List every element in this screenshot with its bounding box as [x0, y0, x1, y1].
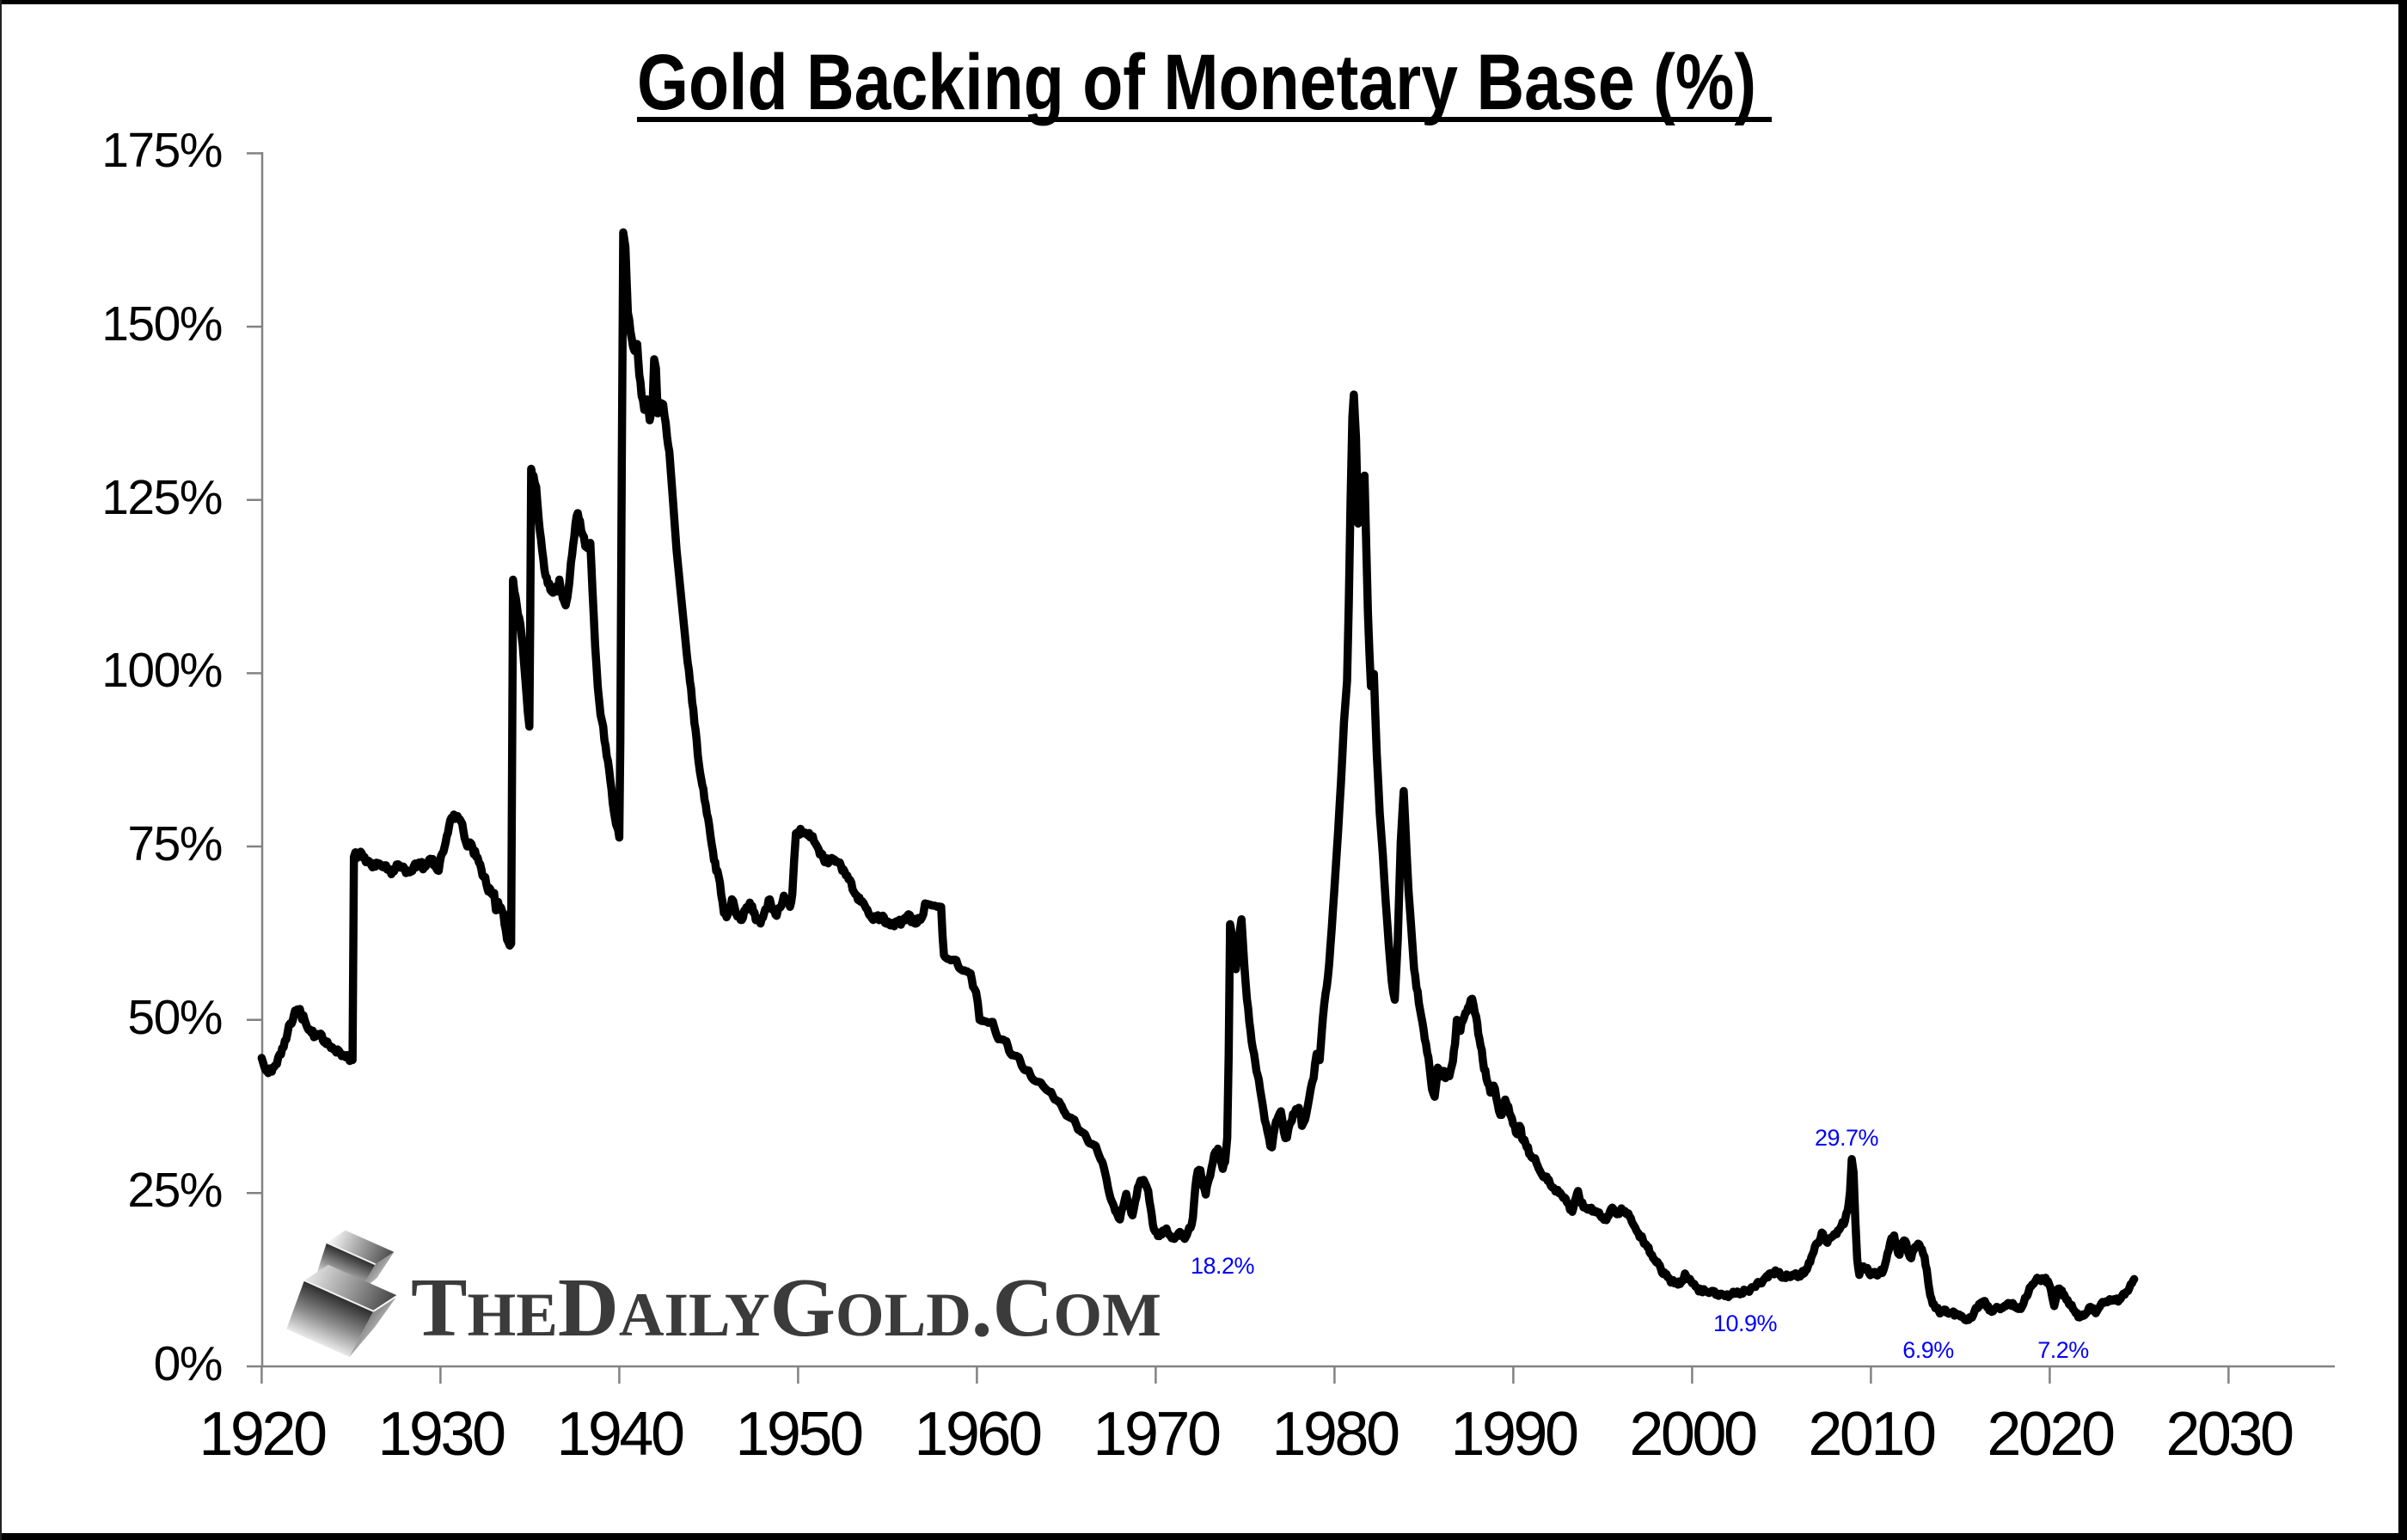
svg-text:1940: 1940 [556, 1400, 683, 1469]
svg-text:150%: 150% [101, 296, 222, 351]
svg-text:1970: 1970 [1093, 1400, 1220, 1469]
svg-text:0%: 0% [154, 1336, 222, 1391]
svg-text:125%: 125% [101, 470, 222, 525]
svg-text:25%: 25% [127, 1163, 222, 1218]
svg-text:50%: 50% [127, 990, 222, 1045]
svg-text:2030: 2030 [2165, 1400, 2293, 1469]
svg-text:1920: 1920 [199, 1400, 326, 1469]
svg-text:THEDAILYGOLD.COM: THEDAILYGOLD.COM [411, 1262, 1161, 1354]
svg-text:1950: 1950 [735, 1400, 862, 1469]
svg-text:175%: 175% [101, 123, 222, 178]
svg-text:1990: 1990 [1450, 1400, 1577, 1469]
svg-text:1980: 1980 [1271, 1400, 1399, 1469]
svg-text:18.2%: 18.2% [1191, 1253, 1255, 1279]
svg-text:100%: 100% [101, 643, 222, 698]
svg-text:7.2%: 7.2% [2037, 1337, 2089, 1363]
svg-text:2010: 2010 [1808, 1400, 1935, 1469]
svg-text:Gold Backing of Monetary Base: Gold Backing of Monetary Base (%) [637, 39, 1756, 126]
svg-text:2020: 2020 [1987, 1400, 2114, 1469]
svg-text:75%: 75% [127, 816, 222, 871]
svg-text:1930: 1930 [377, 1400, 505, 1469]
svg-text:29.7%: 29.7% [1815, 1125, 1879, 1151]
svg-text:2000: 2000 [1629, 1400, 1756, 1469]
svg-text:1960: 1960 [914, 1400, 1041, 1469]
svg-text:6.9%: 6.9% [1902, 1337, 1954, 1363]
svg-text:10.9%: 10.9% [1713, 1311, 1778, 1336]
